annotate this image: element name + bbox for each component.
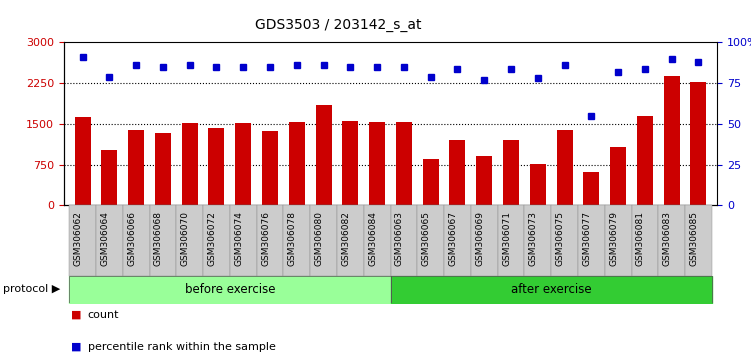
Text: GSM306085: GSM306085 xyxy=(689,211,698,266)
Bar xyxy=(262,131,278,205)
Text: GDS3503 / 203142_s_at: GDS3503 / 203142_s_at xyxy=(255,18,421,32)
Bar xyxy=(310,205,337,276)
Text: GSM306070: GSM306070 xyxy=(181,211,190,266)
Text: protocol ▶: protocol ▶ xyxy=(3,284,60,295)
Bar xyxy=(418,205,444,276)
Bar xyxy=(423,159,439,205)
Bar xyxy=(101,150,117,205)
Bar xyxy=(363,205,391,276)
Bar xyxy=(203,205,230,276)
Text: GSM306072: GSM306072 xyxy=(207,211,216,266)
Bar xyxy=(664,76,680,205)
Text: GSM306083: GSM306083 xyxy=(662,211,671,266)
Bar xyxy=(584,172,599,205)
Text: GSM306076: GSM306076 xyxy=(261,211,270,266)
Bar xyxy=(503,140,519,205)
Text: GSM306063: GSM306063 xyxy=(395,211,404,266)
Bar xyxy=(524,205,551,276)
Bar xyxy=(529,164,546,205)
Bar xyxy=(74,118,91,205)
Text: GSM306071: GSM306071 xyxy=(502,211,511,266)
Text: GSM306077: GSM306077 xyxy=(582,211,591,266)
Bar xyxy=(551,205,578,276)
Bar xyxy=(690,82,707,205)
Bar xyxy=(605,205,632,276)
Text: after exercise: after exercise xyxy=(511,283,592,296)
Text: GSM306066: GSM306066 xyxy=(127,211,136,266)
Bar xyxy=(128,130,144,205)
Bar xyxy=(449,139,466,205)
Text: before exercise: before exercise xyxy=(185,283,275,296)
Text: GSM306082: GSM306082 xyxy=(342,211,351,266)
Bar xyxy=(391,205,418,276)
Bar xyxy=(149,205,176,276)
Bar xyxy=(659,205,685,276)
Bar xyxy=(498,205,524,276)
Bar xyxy=(69,205,96,276)
Bar xyxy=(637,116,653,205)
Bar xyxy=(96,205,122,276)
Bar xyxy=(396,122,412,205)
Text: GSM306067: GSM306067 xyxy=(448,211,457,266)
Bar xyxy=(182,123,198,205)
Bar xyxy=(283,205,310,276)
Bar xyxy=(257,205,283,276)
Text: GSM306080: GSM306080 xyxy=(315,211,324,266)
Bar xyxy=(471,205,498,276)
Text: percentile rank within the sample: percentile rank within the sample xyxy=(88,342,276,352)
Text: GSM306065: GSM306065 xyxy=(421,211,430,266)
Text: GSM306075: GSM306075 xyxy=(556,211,565,266)
Bar xyxy=(444,205,471,276)
Bar xyxy=(342,121,358,205)
Bar xyxy=(685,205,712,276)
Text: GSM306068: GSM306068 xyxy=(154,211,163,266)
Bar xyxy=(391,276,712,303)
Text: GSM306064: GSM306064 xyxy=(101,211,110,266)
Bar xyxy=(235,123,252,205)
Bar xyxy=(69,276,391,303)
Bar xyxy=(209,128,225,205)
Bar xyxy=(632,205,659,276)
Bar xyxy=(578,205,605,276)
Text: GSM306062: GSM306062 xyxy=(74,211,83,266)
Bar xyxy=(476,156,492,205)
Text: count: count xyxy=(88,310,119,320)
Text: GSM306078: GSM306078 xyxy=(288,211,297,266)
Text: GSM306074: GSM306074 xyxy=(234,211,243,266)
Text: GSM306079: GSM306079 xyxy=(609,211,618,266)
Bar xyxy=(610,147,626,205)
Bar xyxy=(176,205,203,276)
Bar xyxy=(556,130,572,205)
Bar xyxy=(155,133,171,205)
Bar xyxy=(230,205,257,276)
Text: GSM306081: GSM306081 xyxy=(636,211,645,266)
Text: GSM306073: GSM306073 xyxy=(529,211,538,266)
Text: GSM306084: GSM306084 xyxy=(368,211,377,266)
Text: GSM306069: GSM306069 xyxy=(475,211,484,266)
Bar xyxy=(289,122,305,205)
Bar xyxy=(337,205,363,276)
Bar xyxy=(315,105,332,205)
Bar xyxy=(369,122,385,205)
Text: ■: ■ xyxy=(71,342,82,352)
Text: ■: ■ xyxy=(71,310,82,320)
Bar xyxy=(122,205,149,276)
